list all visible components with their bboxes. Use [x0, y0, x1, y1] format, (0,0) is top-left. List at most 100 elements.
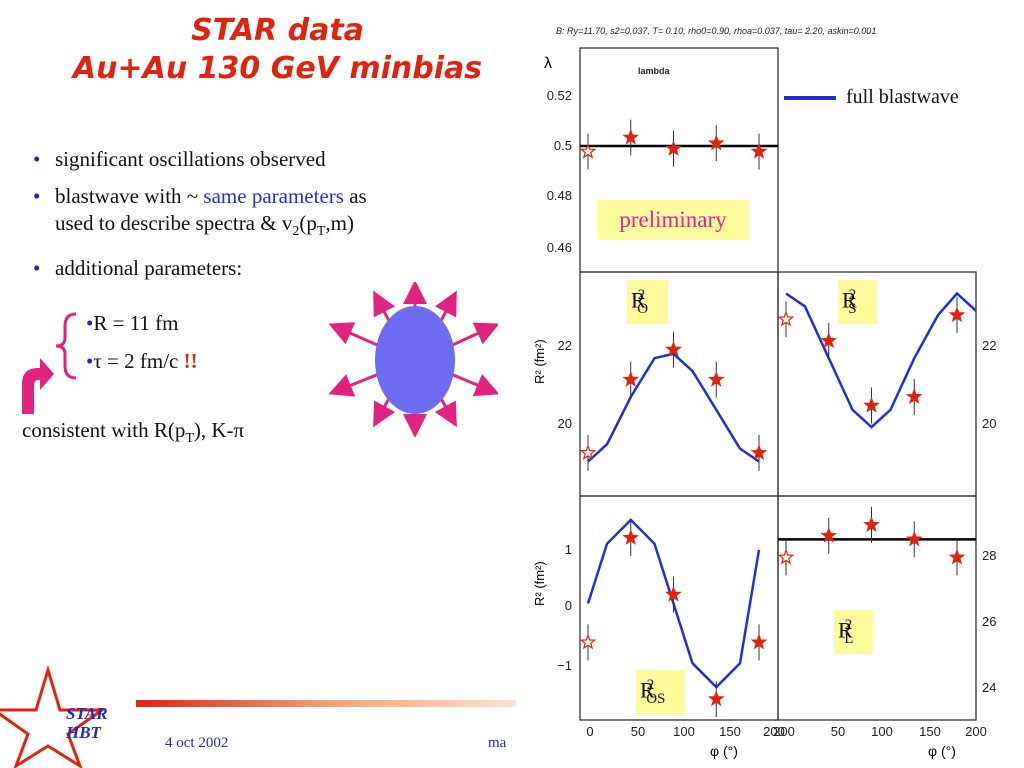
data-point	[665, 140, 682, 156]
data-point	[905, 530, 923, 547]
bullet-dot-icon: •	[86, 311, 94, 335]
data-point	[777, 310, 795, 327]
data-point	[750, 633, 768, 650]
logo-line-2: HBT	[66, 723, 101, 742]
star-logo-icon	[0, 666, 107, 768]
plot-parameter-header: B: Ry=11.70, s2=0.037, T= 0.10, rho0=0.9…	[556, 26, 877, 36]
data-point	[948, 548, 966, 565]
consistent-text: ), K-π	[193, 418, 245, 442]
footer-divider	[136, 700, 516, 707]
ro-tick-label: 20	[558, 416, 572, 431]
sub-bullet-text: τ = 2 fm/c	[93, 349, 184, 373]
x-tick-label: 150	[719, 724, 741, 739]
ros-tick-label: −1	[557, 658, 572, 673]
bullet-text: (p	[299, 211, 317, 235]
logo-text: STAR HBT	[66, 704, 108, 742]
bullet-subscript: T	[316, 224, 326, 240]
rl-tick-label: 26	[982, 614, 996, 629]
title-line-1: STAR data	[191, 13, 364, 48]
sub-bullet-item: •τ = 2 fm/c !!	[86, 346, 198, 376]
consistent-note: consistent with R(pT), K-π	[22, 418, 244, 447]
sub-bullet-list: •R = 11 fm •τ = 2 fm/c !!	[86, 308, 198, 384]
label-base: R	[838, 617, 853, 643]
lambda-tick-label: 0.46	[547, 240, 572, 255]
footer-author: ma	[488, 735, 507, 751]
bullet-dot-icon: •	[33, 184, 41, 208]
x-tick-label: 50	[831, 724, 845, 739]
label-base: R	[842, 287, 857, 313]
x-tick-label: 100	[673, 724, 695, 739]
bullet-item: • blastwave with ~ same parameters as us…	[33, 183, 367, 245]
ros-tick-label: 0	[565, 598, 572, 613]
rl-tick-label: 24	[982, 680, 996, 695]
bullet-subscript: 2	[292, 224, 300, 240]
bullet-highlight: same parameters	[203, 184, 344, 208]
bullet-text: significant oscillations observed	[55, 147, 326, 171]
label-sub: L	[844, 630, 854, 647]
label-sub: OS	[646, 690, 666, 707]
data-point	[820, 332, 838, 348]
slide-title: STAR data Au+Au 130 GeV minbias	[0, 12, 555, 88]
data-point	[622, 128, 640, 145]
data-point	[750, 444, 768, 460]
lambda-tick-label: 0.5	[554, 138, 572, 153]
curved-arrow-icon	[22, 358, 54, 414]
data-point	[665, 340, 682, 357]
data-point	[863, 516, 880, 533]
ros-axis-title: R² (fm²)	[532, 561, 547, 606]
label-sub: O	[637, 300, 649, 317]
sub-bullet-item: •R = 11 fm	[86, 308, 198, 338]
rl-tick-label: 28	[982, 548, 996, 563]
data-point	[750, 142, 768, 159]
bullet-dot-icon: •	[33, 256, 41, 281]
bullet-text: as	[343, 184, 367, 208]
label-sup: 2	[637, 287, 646, 303]
rs-tick-label: 22	[982, 338, 996, 353]
data-point	[863, 396, 880, 413]
label-base: R	[640, 677, 655, 703]
label-base: R	[631, 287, 646, 313]
x-tick-label: 150	[919, 724, 941, 739]
ros-panel-label: R2OS	[636, 670, 686, 714]
data-point	[579, 142, 597, 159]
bullet-text: blastwave with ~	[55, 184, 204, 208]
footer-date: 4 oct 2002	[165, 735, 229, 751]
bullet-item: • additional parameters:	[33, 255, 367, 282]
lambda-tick-label: 0.48	[547, 188, 572, 203]
legend-label: full blastwave	[846, 86, 959, 108]
consistent-text: consistent with R(p	[22, 418, 186, 442]
data-point	[820, 526, 838, 543]
bullet-dot-icon: •	[33, 147, 41, 171]
data-point	[579, 444, 597, 460]
label-sub: S	[848, 300, 857, 317]
data-point	[579, 633, 597, 650]
data-point	[707, 371, 725, 387]
sub-bullet-emphasis: !!	[183, 349, 198, 373]
x-tick-label: 0	[586, 724, 593, 739]
data-point	[665, 585, 682, 602]
bullet-dot-icon: •	[86, 349, 94, 373]
rs-tick-label: 20	[982, 416, 996, 431]
label-sup: 2	[646, 677, 655, 693]
ro-panel-frame	[579, 271, 779, 497]
bullet-item: • significant oscillations observed	[33, 146, 367, 173]
bullet-text: additional parameters:	[55, 256, 243, 281]
rl-panel-frame	[777, 495, 977, 721]
legend-swatch	[784, 96, 836, 100]
curly-brace-icon	[55, 312, 77, 380]
lambda-tick-label: 0.52	[547, 88, 572, 103]
data-point	[777, 548, 795, 565]
lambda-axis-title: λ	[544, 55, 552, 72]
brace-arrow-icon	[22, 312, 77, 414]
x-tick-label: 50	[631, 724, 645, 739]
source-ellipse-icon	[375, 306, 455, 414]
ro-tick-label: 22	[558, 338, 572, 353]
ros-tick-label: 1	[565, 542, 572, 557]
data-point	[948, 306, 966, 323]
x-axis-title-left: φ (°)	[710, 743, 738, 759]
fit-curve	[587, 352, 760, 463]
bullet-list: • significant oscillations observed • bl…	[33, 146, 367, 292]
data-point	[905, 388, 923, 404]
lambda-panel-label: lambda	[638, 66, 670, 76]
